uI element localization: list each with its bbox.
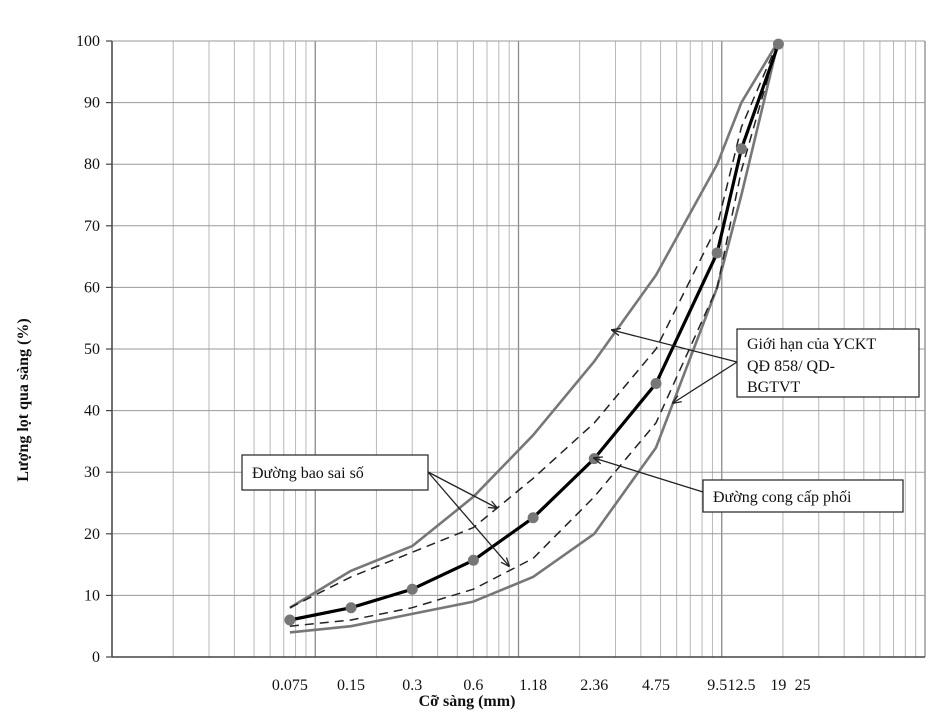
chart-ticks: 0 10 20 30 40 50 60 70 80 90 100 0.075 0.15 0.3 0.6 1.1… (76, 33, 811, 694)
annotation-text-gradation: Đường cong cấp phối (713, 489, 852, 506)
chart-series (289, 40, 780, 634)
data-point (467, 554, 479, 566)
data-point (650, 377, 662, 389)
y-tick-label: 70 (84, 218, 100, 235)
y-tick-label: 20 (84, 526, 100, 543)
y-axis-label: Lượng lọt qua sàng (%) (15, 318, 32, 481)
x-tick-label: 2.36 (580, 677, 608, 694)
annotation-arrow (594, 458, 704, 493)
series-line-gradation (289, 43, 780, 622)
data-point (345, 602, 357, 614)
chart-points (284, 38, 784, 626)
annotation-arrow (612, 330, 738, 363)
x-tick-label: 19 (770, 677, 786, 694)
y-tick-label: 90 (84, 95, 100, 112)
y-tick-label: 60 (84, 279, 100, 296)
x-tick-label: 0.3 (402, 677, 422, 694)
y-tick-label: 50 (84, 341, 100, 358)
annotation-text-limit: BGTVT (747, 379, 801, 396)
data-point (772, 38, 784, 50)
annotation-text-tolerance: Đường bao sai số (252, 465, 364, 482)
x-tick-label: 25 (795, 677, 811, 694)
annotation-arrow (427, 471, 509, 566)
y-tick-label: 0 (92, 649, 100, 666)
annotation-box-gradation (702, 479, 904, 513)
y-tick-label: 40 (84, 403, 100, 420)
data-point (711, 247, 723, 259)
chart-grid (111, 40, 926, 658)
y-tick-label: 100 (76, 33, 100, 50)
data-point (284, 614, 296, 626)
data-point (406, 583, 418, 595)
series-line-upper-tolerance (289, 40, 780, 609)
annotation-box-tolerance (241, 454, 429, 491)
series-line-lower-tolerance (289, 40, 780, 627)
annotation-arrow (427, 471, 497, 508)
annotation-arrow (673, 361, 738, 403)
series-line-upper-limit (289, 40, 780, 609)
x-tick-label: 4.75 (642, 677, 670, 694)
x-tick-label: 0.15 (337, 677, 365, 694)
y-tick-label: 80 (84, 156, 100, 173)
x-tick-label: 9.5 (707, 677, 727, 694)
chart-annotations: Giới hạn của YCKT QĐ 858/ QD- BGTVT Đường b… (241, 328, 920, 566)
series-line-lower-limit (289, 40, 780, 634)
x-tick-label: 1.18 (519, 677, 547, 694)
annotation-text-limit: QĐ 858/ QD- (747, 358, 835, 375)
y-tick-label: 10 (84, 587, 100, 604)
data-point (527, 512, 539, 524)
x-tick-label: 12.5 (727, 677, 755, 694)
annotation-box-limit (736, 328, 920, 398)
x-axis-label: Cỡ sàng (mm) (419, 693, 516, 710)
data-point (735, 143, 747, 155)
x-tick-label: 0.6 (463, 677, 483, 694)
x-tick-label: 0.075 (272, 677, 308, 694)
annotation-text-limit: Giới hạn của YCKT (747, 336, 876, 353)
y-tick-label: 30 (84, 464, 100, 481)
